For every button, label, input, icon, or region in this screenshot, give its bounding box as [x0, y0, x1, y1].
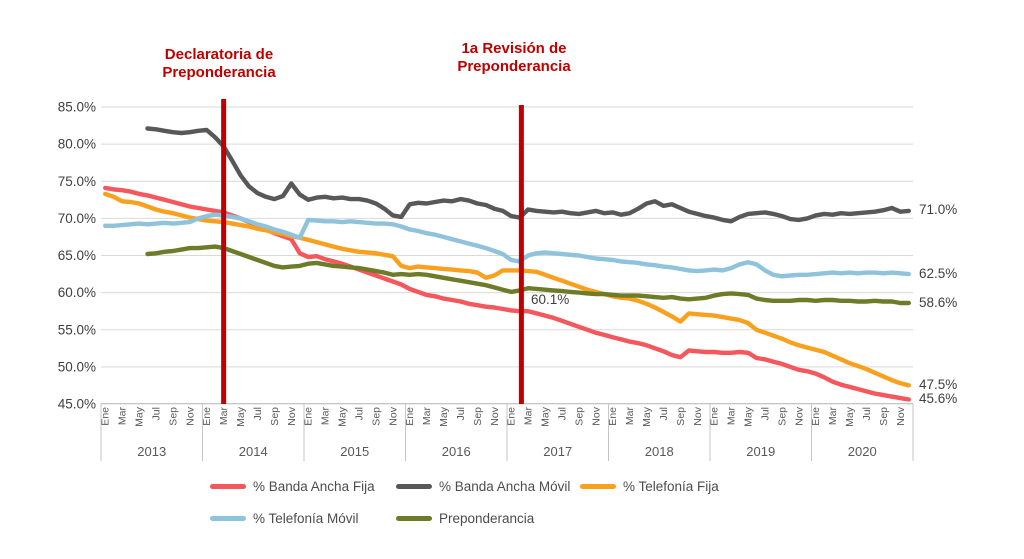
- end-label-banda-ancha-movil: 71.0%: [919, 202, 958, 218]
- annotation-revision: 1a Revisión de Preponderancia: [409, 40, 619, 76]
- x-year-label: 2019: [746, 444, 775, 459]
- x-tick-label: May: [438, 406, 450, 427]
- x-tick-label: Mar: [117, 407, 129, 426]
- x-tick-label: Ene: [810, 407, 822, 426]
- x-tick-label: Mar: [421, 407, 433, 426]
- x-tick-label: Ene: [303, 407, 315, 426]
- x-year-label: 2014: [239, 444, 268, 459]
- y-axis-tick-label: 70.0%: [58, 211, 96, 226]
- legend-label-banda-ancha-movil: % Banda Ancha Móvil: [439, 478, 571, 494]
- x-tick-label: Sep: [675, 407, 687, 426]
- legend-item-telefonia-fija: % Telefonía Fija: [580, 478, 719, 494]
- x-tick-label: Ene: [709, 407, 721, 426]
- x-year-label: 2016: [442, 444, 471, 459]
- legend-item-telefonia-movil: % Telefonía Móvil: [210, 510, 359, 526]
- x-tick-label: Nov: [692, 406, 704, 425]
- point-annotation-60-1: 60.1%: [531, 292, 570, 307]
- x-tick-label: May: [641, 406, 653, 427]
- x-tick-label: Sep: [878, 407, 890, 426]
- y-axis-tick-label: 85.0%: [58, 100, 96, 115]
- x-tick-label: Sep: [776, 407, 788, 426]
- series-line-banda-ancha-movil: [145, 126, 911, 224]
- legend-item-preponderancia: Preponderancia: [396, 510, 534, 526]
- x-tick-label: Ene: [100, 407, 112, 426]
- annotation-declaratoria: Declaratoria de Preponderancia: [114, 46, 324, 82]
- y-axis-tick-label: 75.0%: [58, 174, 96, 189]
- x-tick-label: Nov: [184, 406, 196, 425]
- x-year-label: 2020: [848, 444, 877, 459]
- legend-swatch-preponderancia: [396, 515, 432, 521]
- x-tick-label: Mar: [827, 407, 839, 426]
- x-tick-label: Jul: [252, 407, 264, 420]
- x-tick-label: Jul: [150, 407, 162, 420]
- x-tick-label: Mar: [624, 407, 636, 426]
- x-tick-label: May: [540, 406, 552, 427]
- legend-label-banda-ancha-fija: % Banda Ancha Fija: [253, 478, 375, 494]
- y-axis-tick-label: 45.0%: [58, 397, 96, 412]
- legend-swatch-banda-ancha-movil: [396, 483, 432, 489]
- x-tick-label: Ene: [607, 407, 619, 426]
- y-axis-tick-label: 80.0%: [58, 137, 96, 152]
- end-label-telefonia-movil: 62.5%: [919, 265, 958, 281]
- x-year-label: 2018: [645, 444, 674, 459]
- x-tick-label: Ene: [506, 407, 518, 426]
- x-tick-label: Sep: [269, 407, 281, 426]
- legend-label-telefonia-movil: % Telefonía Móvil: [253, 510, 359, 526]
- x-tick-label: Jul: [353, 407, 365, 420]
- x-tick-label: Mar: [218, 407, 230, 426]
- x-tick-label: Nov: [387, 406, 399, 425]
- x-tick-label: May: [844, 406, 856, 427]
- legend-item-banda-ancha-fija: % Banda Ancha Fija: [210, 478, 375, 494]
- x-tick-label: May: [134, 406, 146, 427]
- x-year-label: 2015: [340, 444, 369, 459]
- x-year-label: 2017: [543, 444, 572, 459]
- y-axis-tick-label: 50.0%: [58, 359, 96, 374]
- y-axis-tick-label: 65.0%: [58, 248, 96, 263]
- end-label-telefonia-fija: 47.5%: [919, 376, 958, 392]
- annotation-declaratoria-line1: Declaratoria de: [164, 46, 274, 63]
- annotation-revision-line2: Preponderancia: [457, 58, 571, 75]
- x-tick-label: May: [235, 406, 247, 427]
- end-label-preponderancia: 58.6%: [919, 294, 958, 310]
- x-tick-label: Jul: [658, 407, 670, 420]
- annotation-declaratoria-line2: Preponderancia: [162, 64, 276, 81]
- x-tick-label: Sep: [573, 407, 585, 426]
- legend-label-telefonia-fija: % Telefonía Fija: [623, 478, 719, 494]
- x-tick-label: Jul: [556, 407, 568, 420]
- y-axis-tick-label: 55.0%: [58, 322, 96, 337]
- x-tick-label: Ene: [404, 407, 416, 426]
- series-line-telefonia-movil: [103, 212, 911, 279]
- x-tick-label: Jul: [759, 407, 771, 420]
- x-tick-label: Jul: [455, 407, 467, 420]
- annotation-revision-line1: 1a Revisión de: [461, 40, 567, 57]
- x-tick-label: May: [337, 406, 349, 427]
- x-tick-label: Mar: [320, 407, 332, 426]
- x-tick-label: Sep: [167, 407, 179, 426]
- x-year-label: 2013: [137, 444, 166, 459]
- x-tick-label: Mar: [523, 407, 535, 426]
- y-axis-tick-label: 60.0%: [58, 285, 96, 300]
- x-tick-label: Mar: [726, 407, 738, 426]
- x-tick-label: Nov: [489, 406, 501, 425]
- end-label-banda-ancha-fija: 45.6%: [919, 391, 958, 407]
- series-line-preponderancia: [145, 244, 911, 306]
- x-tick-label: Ene: [201, 407, 213, 426]
- x-tick-label: Nov: [590, 406, 602, 425]
- x-tick-label: Nov: [793, 406, 805, 425]
- legend-swatch-telefonia-movil: [210, 515, 246, 521]
- x-tick-label: Sep: [370, 407, 382, 426]
- x-tick-label: May: [743, 406, 755, 427]
- x-tick-label: Nov: [895, 406, 907, 425]
- legend-swatch-banda-ancha-fija: [210, 483, 246, 489]
- series-line-telefonia-fija: [103, 191, 911, 388]
- x-tick-label: Nov: [286, 406, 298, 425]
- legend-item-banda-ancha-movil: % Banda Ancha Móvil: [396, 478, 570, 494]
- legend-swatch-telefonia-fija: [580, 483, 616, 489]
- legend-label-preponderancia: Preponderancia: [439, 510, 535, 526]
- x-tick-label: Sep: [472, 407, 484, 426]
- x-tick-label: Jul: [861, 407, 873, 420]
